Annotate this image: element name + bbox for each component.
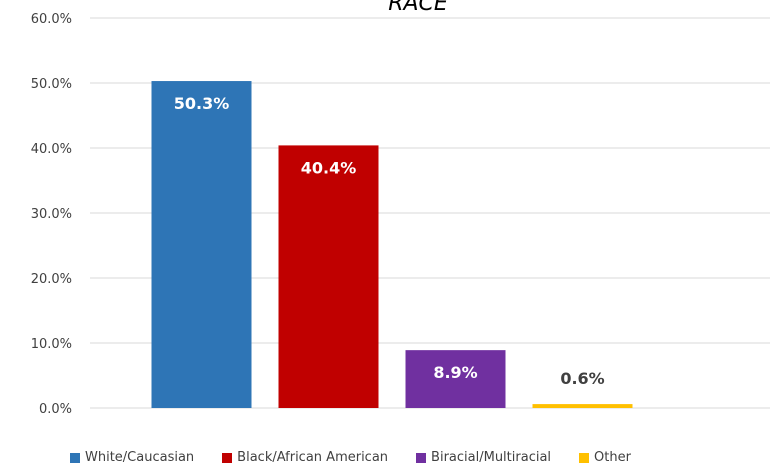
data-label: 0.6% bbox=[560, 369, 604, 388]
legend-label: Biracial/Multiracial bbox=[431, 450, 552, 465]
bar-biracial-multiracial bbox=[405, 350, 506, 408]
data-labels: 50.3% 40.4% 8.9% 0.6% bbox=[174, 94, 605, 388]
legend: White/Caucasian Black/African American Bir… bbox=[70, 450, 770, 465]
legend-swatch bbox=[222, 452, 233, 463]
legend-label: Black/African American bbox=[237, 450, 389, 465]
y-tick-label: 40.0% bbox=[31, 142, 72, 157]
y-tick-label: 30.0% bbox=[31, 207, 72, 222]
bars bbox=[151, 81, 633, 409]
legend-label: White/Caucasian bbox=[85, 450, 195, 465]
bar-other bbox=[532, 404, 633, 408]
y-tick-label: 10.0% bbox=[31, 337, 72, 352]
y-tick-label: 20.0% bbox=[31, 272, 72, 287]
chart-title: RACE bbox=[388, 0, 448, 16]
bar-black-african-american bbox=[278, 145, 379, 408]
legend-label: Other bbox=[594, 450, 631, 465]
legend-swatch bbox=[416, 452, 427, 463]
data-label: 50.3% bbox=[174, 94, 230, 113]
y-tick-label: 0.0% bbox=[39, 402, 72, 417]
bar-white-caucasian bbox=[151, 81, 252, 409]
legend-item: Biracial/Multiracial bbox=[416, 450, 551, 465]
y-axis-ticks: 0.0% 10.0% 20.0% 30.0% 40.0% 50.0% 60.0% bbox=[31, 12, 72, 417]
y-tick-label: 60.0% bbox=[31, 12, 72, 27]
y-tick-label: 50.0% bbox=[31, 77, 72, 92]
legend-item: Other bbox=[579, 450, 631, 465]
legend-item: White/Caucasian bbox=[70, 450, 194, 465]
legend-swatch bbox=[579, 452, 590, 463]
legend-item: Black/African American bbox=[222, 450, 388, 465]
data-label: 40.4% bbox=[301, 158, 357, 177]
data-label: 8.9% bbox=[433, 363, 477, 382]
legend-swatch bbox=[70, 452, 80, 463]
